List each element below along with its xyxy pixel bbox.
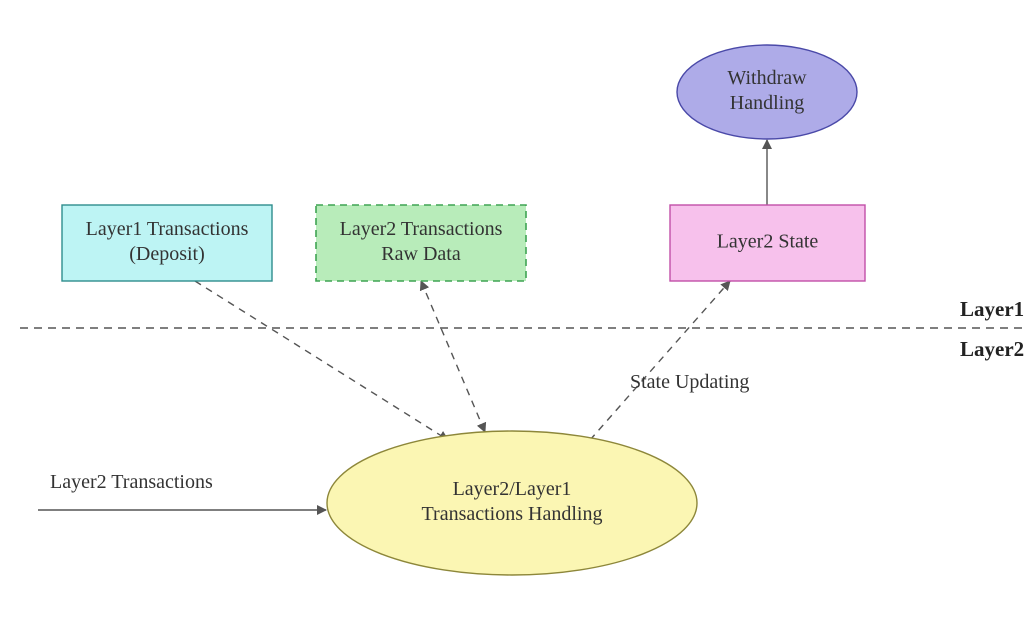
node-handler-line1: Transactions Handling [422, 503, 603, 525]
edge-2 [421, 281, 485, 432]
node-withdraw: Withdraw Handling [677, 45, 857, 139]
node-l2raw: Layer2 Transactions Raw Data [316, 205, 526, 281]
node-l2state: Layer2 State [670, 205, 865, 281]
node-l1tx-line0: Layer1 Transactions [86, 218, 249, 240]
node-handler: Layer2/Layer1 Transactions Handling [327, 431, 697, 575]
edge-3 [590, 281, 730, 440]
node-withdraw-line0: Withdraw [727, 67, 807, 89]
node-handler-line0: Layer2/Layer1 [453, 478, 572, 500]
node-l2raw-line0: Layer2 Transactions [340, 218, 503, 240]
node-l2raw-line1: Raw Data [381, 243, 461, 265]
node-l1tx-line1: (Deposit) [129, 243, 205, 265]
node-l1tx: Layer1 Transactions (Deposit) [62, 205, 272, 281]
zone-label-upper: Layer1 [960, 297, 1024, 321]
node-withdraw-line1: Handling [730, 92, 804, 114]
edge-label-4: Layer2 Transactions [50, 471, 213, 493]
edge-label-3: State Updating [630, 371, 749, 393]
node-l2state-line0: Layer2 State [717, 231, 819, 253]
zone-label-lower: Layer2 [960, 337, 1024, 361]
edge-1 [195, 281, 448, 440]
